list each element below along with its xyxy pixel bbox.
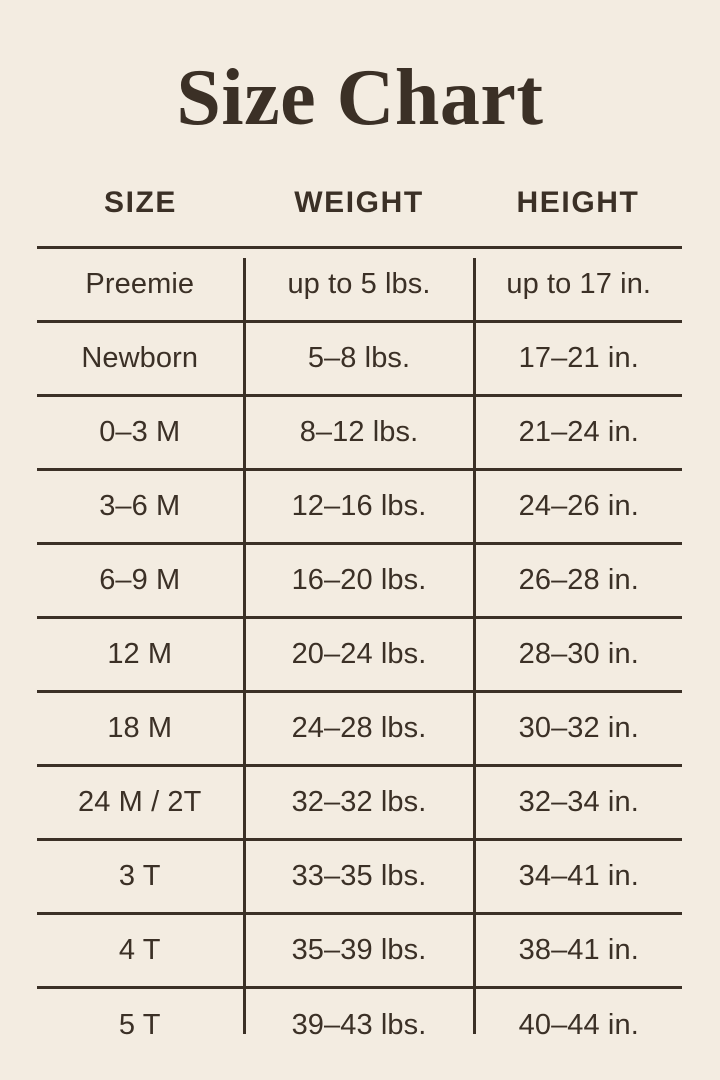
table-row: 24 M / 2T 32–32 lbs. 32–34 in.: [37, 764, 682, 840]
cell-weight: 24–28 lbs.: [244, 690, 474, 766]
table-row: Newborn 5–8 lbs. 17–21 in.: [37, 320, 682, 396]
cell-size: Preemie: [37, 246, 244, 322]
column-header-height: HEIGHT: [516, 186, 640, 219]
header-row: SIZE WEIGHT HEIGHT: [37, 186, 682, 248]
cell-weight: 33–35 lbs.: [244, 838, 474, 914]
table-row: 18 M 24–28 lbs. 30–32 in.: [37, 690, 682, 766]
table-body: Preemie up to 5 lbs. up to 17 in. Newbor…: [37, 246, 682, 1062]
cell-size: 6–9 M: [37, 542, 244, 618]
cell-height: 34–41 in.: [474, 838, 682, 914]
cell-size: 5 T: [37, 986, 244, 1062]
cell-weight: 20–24 lbs.: [244, 616, 474, 692]
cell-height: 26–28 in.: [474, 542, 682, 618]
cell-weight: 16–20 lbs.: [244, 542, 474, 618]
cell-height: 24–26 in.: [474, 468, 682, 544]
cell-size: 3 T: [37, 838, 244, 914]
table-row: 6–9 M 16–20 lbs. 26–28 in.: [37, 542, 682, 618]
cell-weight: 8–12 lbs.: [244, 394, 474, 470]
cell-size: 0–3 M: [37, 394, 244, 470]
column-header-weight: WEIGHT: [294, 186, 424, 219]
cell-weight: 39–43 lbs.: [244, 986, 474, 1062]
cell-height: 40–44 in.: [474, 986, 682, 1062]
cell-height: 28–30 in.: [474, 616, 682, 692]
cell-size: 12 M: [37, 616, 244, 692]
cell-height: 30–32 in.: [474, 690, 682, 766]
cell-height: up to 17 in.: [474, 246, 682, 322]
table-row: 12 M 20–24 lbs. 28–30 in.: [37, 616, 682, 692]
table-row: 3 T 33–35 lbs. 34–41 in.: [37, 838, 682, 914]
cell-size: 24 M / 2T: [37, 764, 244, 840]
cell-height: 21–24 in.: [474, 394, 682, 470]
cell-weight: 12–16 lbs.: [244, 468, 474, 544]
page-title: Size Chart: [176, 54, 544, 142]
table-row: 3–6 M 12–16 lbs. 24–26 in.: [37, 468, 682, 544]
size-chart-table: SIZE WEIGHT HEIGHT Preemie up to 5 lbs. …: [37, 186, 682, 1062]
cell-height: 17–21 in.: [474, 320, 682, 396]
table-row: 4 T 35–39 lbs. 38–41 in.: [37, 912, 682, 988]
cell-size: 3–6 M: [37, 468, 244, 544]
cell-size: Newborn: [37, 320, 244, 396]
cell-size: 4 T: [37, 912, 244, 988]
cell-weight: 5–8 lbs.: [244, 320, 474, 396]
cell-weight: up to 5 lbs.: [244, 246, 474, 322]
cell-height: 32–34 in.: [474, 764, 682, 840]
table-row: 5 T 39–43 lbs. 40–44 in.: [37, 986, 682, 1062]
cell-height: 38–41 in.: [474, 912, 682, 988]
cell-weight: 32–32 lbs.: [244, 764, 474, 840]
table-row: 0–3 M 8–12 lbs. 21–24 in.: [37, 394, 682, 470]
cell-weight: 35–39 lbs.: [244, 912, 474, 988]
table-header: SIZE WEIGHT HEIGHT: [37, 186, 682, 248]
column-header-size: SIZE: [103, 186, 178, 219]
cell-size: 18 M: [37, 690, 244, 766]
table-row: Preemie up to 5 lbs. up to 17 in.: [37, 246, 682, 322]
